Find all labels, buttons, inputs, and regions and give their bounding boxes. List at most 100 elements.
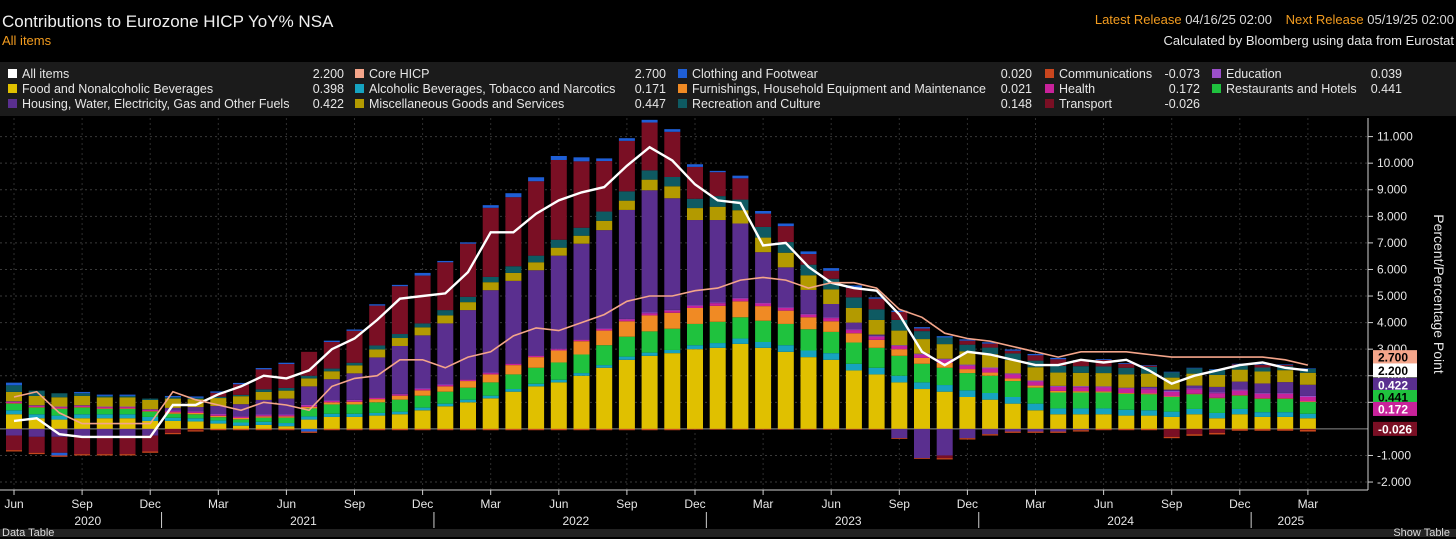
bar-segment [1095, 408, 1112, 415]
legend-item[interactable]: Transport -0.026 [1045, 97, 1200, 112]
bar-segment [119, 397, 136, 407]
bar-segment [437, 385, 454, 387]
bar-segment [187, 399, 204, 408]
legend-item[interactable]: Housing, Water, Electricity, Gas and Oth… [8, 97, 344, 112]
bar-segment [1209, 398, 1226, 413]
bar-segment [301, 406, 318, 409]
bar-segment [74, 407, 91, 408]
legend-item[interactable]: Restaurants and Hotels 0.441 [1212, 82, 1402, 97]
bar-segment [982, 347, 999, 355]
bar-segment [233, 416, 249, 418]
bar-segment [1118, 393, 1135, 394]
bar-segment [278, 398, 295, 415]
bar-segment [550, 379, 567, 383]
legend-value: 0.021 [1000, 82, 1032, 96]
show-table-link[interactable]: Show Table [1393, 527, 1450, 539]
bar-segment [1050, 408, 1067, 415]
bar-segment [1050, 431, 1067, 433]
bar-segment [414, 272, 431, 276]
bar-segment [1027, 380, 1044, 382]
bar-segment [550, 428, 567, 431]
bar-segment [323, 416, 340, 429]
bar-segment [1072, 408, 1089, 415]
bar-segment [732, 297, 749, 299]
bar-segment [936, 359, 953, 363]
legend-value: -0.026 [1164, 97, 1200, 111]
legend-label: Core HICP [369, 67, 430, 81]
legend-item[interactable]: Recreation and Culture 0.148 [678, 97, 1032, 112]
legend-item[interactable]: Communications -0.073 [1045, 67, 1200, 82]
bar-segment [1118, 409, 1135, 416]
legend-label: Clothing and Footwear [692, 67, 818, 81]
bar-segment [573, 161, 590, 228]
legend-item[interactable]: Food and Nonalcoholic Beverages 0.398 [8, 82, 344, 97]
bar-segment [664, 353, 681, 429]
bar-segment [618, 191, 635, 201]
bar-segment [868, 297, 885, 299]
bar-segment [482, 282, 499, 291]
bar-segment [732, 301, 749, 318]
bar-segment [142, 398, 159, 400]
bar-segment [1277, 398, 1294, 413]
bar-segment [891, 382, 908, 429]
bar-segment [1231, 369, 1248, 382]
bar-segment [1072, 391, 1089, 393]
bar-segment [1141, 389, 1157, 394]
bar-segment [74, 414, 91, 419]
legend-item[interactable]: Clothing and Footwear 0.020 [678, 67, 1032, 82]
bar-segment [573, 243, 590, 340]
bar-segment [28, 452, 45, 455]
bar-segment [1277, 364, 1294, 367]
legend-item[interactable]: Furnishings, Household Equipment and Mai… [678, 82, 1032, 97]
bar-segment [210, 415, 227, 418]
bar-segment [1004, 374, 1021, 379]
bar-segment [255, 417, 272, 422]
latest-release-label: Latest Release [1094, 12, 1182, 27]
bar-segment [210, 420, 227, 424]
bar-segment [1141, 373, 1157, 387]
legend-label: Furnishings, Household Equipment and Mai… [692, 82, 986, 96]
end-label: 0.441 [1378, 391, 1408, 405]
bar-segment [755, 347, 772, 429]
bar-segment [96, 395, 113, 398]
bar-segment [845, 288, 862, 298]
bar-segment [1050, 390, 1067, 393]
bar-segment [868, 336, 885, 340]
bar-segment [369, 415, 386, 429]
legend-item[interactable]: Alcoholic Beverages, Tobacco and Narcoti… [355, 82, 666, 97]
bar-segment [528, 181, 545, 256]
bar-segment [1004, 397, 1021, 404]
bar-segment [1277, 392, 1294, 394]
bar-segment [505, 389, 522, 392]
bar-segment [482, 207, 499, 277]
bar-segment [868, 428, 885, 430]
bar-segment [868, 309, 885, 320]
bar-segment [845, 333, 862, 343]
bar-segment [1050, 359, 1067, 366]
data-table-link[interactable]: Data Table [2, 527, 55, 539]
bar-segment [1141, 394, 1157, 411]
bar-segment [505, 193, 522, 198]
bar-segment [28, 407, 45, 408]
bar-segment [550, 382, 567, 429]
bar-segment [323, 368, 340, 372]
legend-item[interactable]: Education 0.039 [1212, 67, 1402, 82]
bar-segment [777, 223, 794, 227]
bar-segment [891, 319, 908, 331]
bar-segment [823, 359, 840, 429]
bar-segment [936, 455, 953, 459]
bar-segment [1186, 414, 1203, 429]
bar-segment [460, 399, 476, 403]
legend-item[interactable]: All items 2.200 [8, 67, 344, 82]
bar-segment [210, 414, 227, 415]
bar-segment [1254, 364, 1271, 368]
bar-segment [187, 411, 204, 413]
legend-item[interactable]: Core HICP 2.700 [355, 67, 666, 82]
bar-segment [1299, 413, 1316, 419]
bar-segment [96, 397, 113, 407]
legend-item[interactable]: Health 0.172 [1045, 82, 1200, 97]
bar-segment [391, 393, 408, 395]
bar-segment [210, 414, 227, 416]
x-year-label: 2024 [1107, 514, 1134, 528]
legend-item[interactable]: Miscellaneous Goods and Services 0.447 [355, 97, 666, 112]
